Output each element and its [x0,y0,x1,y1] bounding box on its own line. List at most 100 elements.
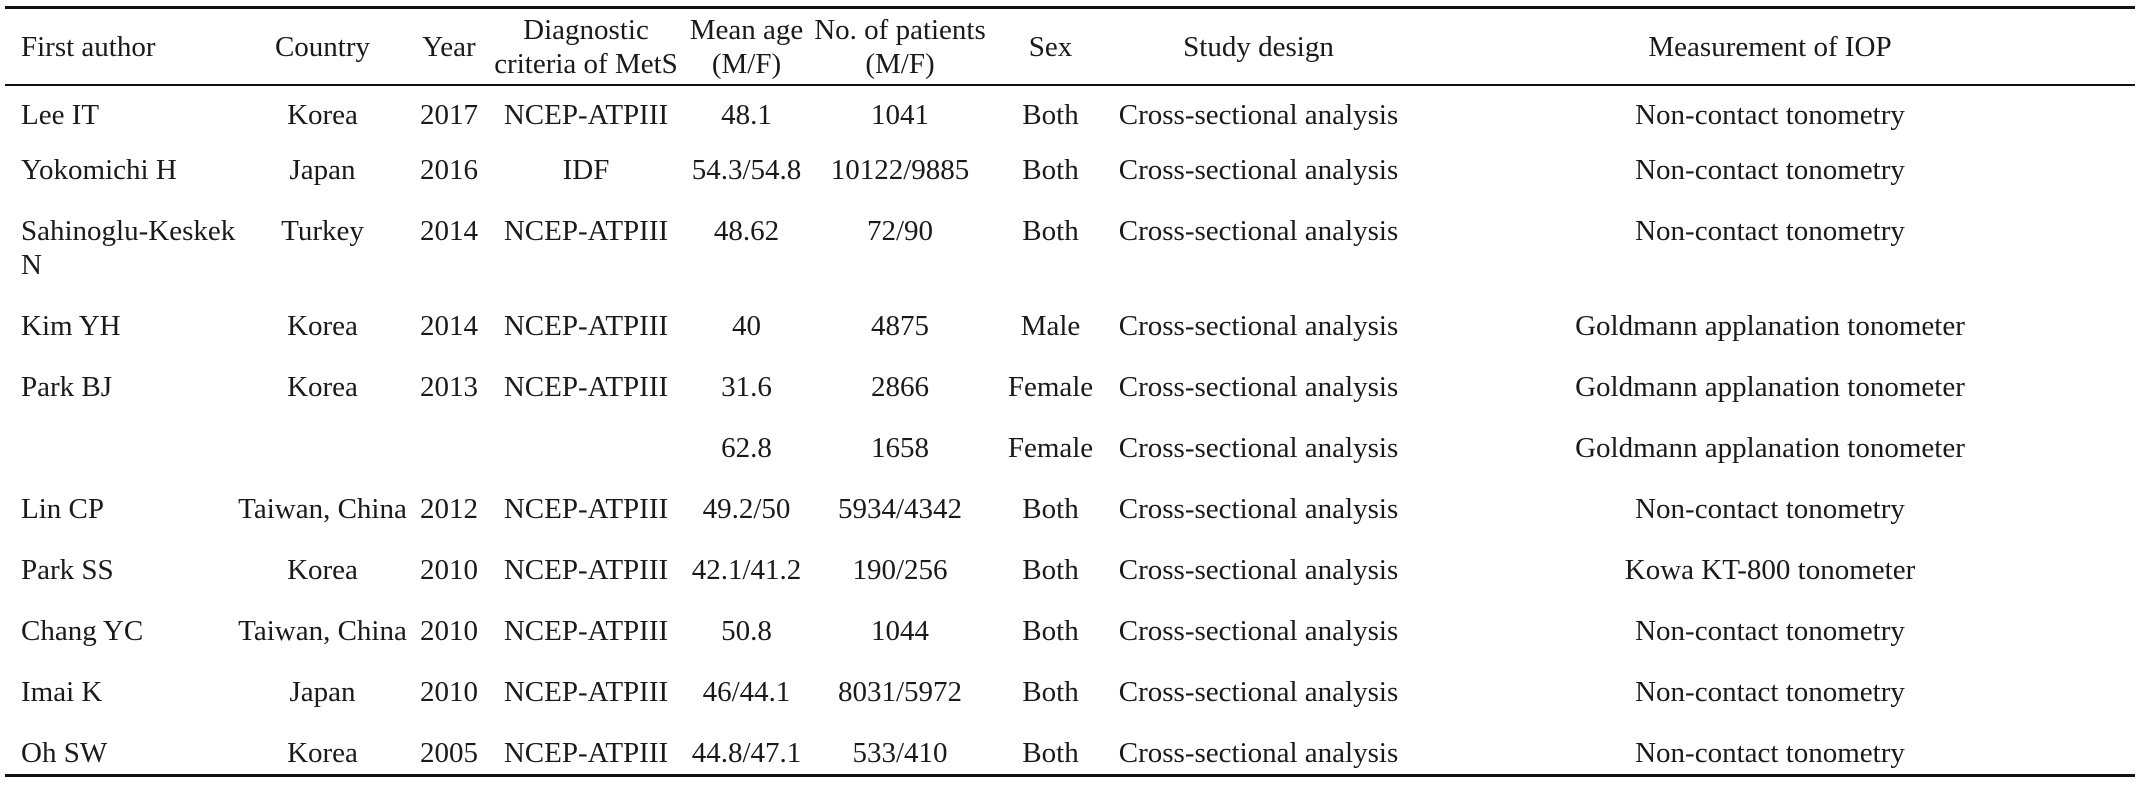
cell-mean-age: 49.2/50 [702,493,791,525]
studies-table: First author Country Year Diagnostic cri… [5,9,2135,788]
cell-criteria: NCEP-ATPIII [503,615,669,647]
header-diagnostic-criteria: Diagnostic criteria of MetS [494,13,678,80]
cell-year [408,422,490,483]
cell-year: 2013 [420,371,478,403]
header-mean-age: Mean age (M/F) [689,13,804,80]
cell-patients: 1041 [871,99,929,131]
cell-first-author: Sahinoglu-Keskek N [21,215,236,281]
cell-iop-measurement: Goldmann applanation tonometer [1575,310,1965,342]
cell-study-design: Cross-sectional analysis [1118,737,1399,769]
cell-sex: Both [1022,215,1079,247]
cell-criteria [490,422,682,483]
cell-year: 2010 [420,615,478,647]
cell-study-design: Cross-sectional analysis [1118,99,1399,131]
table-row: Chang YC Taiwan, China 2010 NCEP-ATPIII 50.8… [5,605,2135,666]
cell-study-design: Cross-sectional analysis [1118,371,1399,403]
cell-iop-measurement: Non-contact tonometry [1635,99,1905,131]
cell-mean-age: 48.62 [713,215,780,247]
table-row: Sahinoglu-Keskek N Turkey 2014 NCEP-ATPIII 4… [5,205,2135,300]
cell-criteria: NCEP-ATPIII [503,493,669,525]
table-bottom-rule [5,774,2135,777]
cell-criteria: IDF [562,154,610,186]
cell-patients: 2866 [871,371,929,403]
cell-mean-age: 40 [732,310,761,342]
cell-country: Korea [287,371,358,403]
cell-country [237,422,408,483]
cell-patients: 8031/5972 [837,676,963,708]
cell-country: Japan [289,676,356,708]
header-measurement-of-iop: Measurement of IOP [1648,30,1892,63]
cell-criteria: NCEP-ATPIII [503,554,669,586]
cell-iop-measurement: Goldmann applanation tonometer [1575,432,1965,464]
cell-iop-measurement: Kowa KT-800 tonometer [1624,554,1916,586]
table-row: Yokomichi H Japan 2016 IDF 54.3/54.8 10122/98… [5,144,2135,205]
cell-year: 2005 [420,737,478,769]
cell-sex: Both [1022,493,1079,525]
cell-year: 2010 [420,676,478,708]
cell-patients: 533/410 [852,737,948,769]
table-row: Park BJ Korea 2013 NCEP-ATPIII 31.6 2866 Femal… [5,361,2135,422]
cell-patients: 1044 [871,615,929,647]
table-row: Park SS Korea 2010 NCEP-ATPIII 42.1/41.2 190/… [5,544,2135,605]
header-year: Year [422,30,476,63]
cell-year: 2014 [420,310,478,342]
cell-sex: Both [1022,737,1079,769]
cell-first-author: Chang YC [21,615,144,647]
cell-mean-age: 50.8 [721,615,772,647]
cell-first-author: Yokomichi H [21,154,177,186]
cell-country: Taiwan, China [238,493,407,525]
cell-study-design: Cross-sectional analysis [1118,432,1399,464]
cell-first-author: Kim YH [21,310,121,342]
cell-patients: 5934/4342 [837,493,963,525]
cell-iop-measurement: Non-contact tonometry [1635,154,1905,186]
table-row: Lin CP Taiwan, China 2012 NCEP-ATPIII 49.2/5… [5,483,2135,544]
cell-criteria: NCEP-ATPIII [503,215,669,247]
cell-patients: 190/256 [852,554,948,586]
table-row: 62.8 1658 Female Cross-sectional analysis Go… [5,422,2135,483]
cell-patients: 4875 [871,310,929,342]
cell-study-design: Cross-sectional analysis [1118,676,1399,708]
cell-study-design: Cross-sectional analysis [1118,493,1399,525]
table-row: Lee IT Korea 2017 NCEP-ATPIII 48.1 1041 Both Cr… [5,84,2135,144]
cell-sex: Both [1022,99,1079,131]
cell-mean-age: 42.1/41.2 [691,554,802,586]
table-row: Kim YH Korea 2014 NCEP-ATPIII 40 4875 Male Cros… [5,300,2135,361]
cell-criteria: NCEP-ATPIII [503,737,669,769]
header-rule [5,84,2135,86]
cell-criteria: NCEP-ATPIII [503,310,669,342]
header-no-of-patients: No. of patients (M/F) [814,13,986,80]
cell-iop-measurement: Non-contact tonometry [1635,737,1905,769]
cell-country: Korea [287,310,358,342]
header-first-author: First author [21,30,156,63]
cell-country: Taiwan, China [238,615,407,647]
cell-sex: Male [1020,310,1081,342]
cell-year: 2017 [420,99,478,131]
cell-country: Korea [287,99,358,131]
cell-patients: 10122/9885 [830,154,970,186]
cell-sex: Both [1022,554,1079,586]
cell-study-design: Cross-sectional analysis [1118,615,1399,647]
cell-country: Japan [289,154,356,186]
cell-first-author: Park SS [21,554,114,586]
cell-iop-measurement: Non-contact tonometry [1635,615,1905,647]
table-row: Imai K Japan 2010 NCEP-ATPIII 46/44.1 8031/59… [5,666,2135,727]
header-row: First author Country Year Diagnostic cri… [5,9,2135,84]
cell-mean-age: 48.1 [721,99,772,131]
cell-study-design: Cross-sectional analysis [1118,215,1399,247]
cell-country: Korea [287,737,358,769]
cell-sex: Both [1022,676,1079,708]
cell-first-author [5,422,237,483]
cell-first-author: Park BJ [21,371,113,403]
cell-study-design: Cross-sectional analysis [1118,310,1399,342]
cell-patients: 1658 [871,432,929,464]
cell-patients: 72/90 [866,215,934,247]
cell-criteria: NCEP-ATPIII [503,99,669,131]
cell-mean-age: 54.3/54.8 [691,154,802,186]
cell-year: 2010 [420,554,478,586]
cell-sex: Both [1022,615,1079,647]
cell-year: 2012 [420,493,478,525]
cell-mean-age: 44.8/47.1 [691,737,802,769]
cell-sex: Female [1007,371,1094,403]
cell-country: Turkey [281,215,364,247]
cell-iop-measurement: Non-contact tonometry [1635,676,1905,708]
